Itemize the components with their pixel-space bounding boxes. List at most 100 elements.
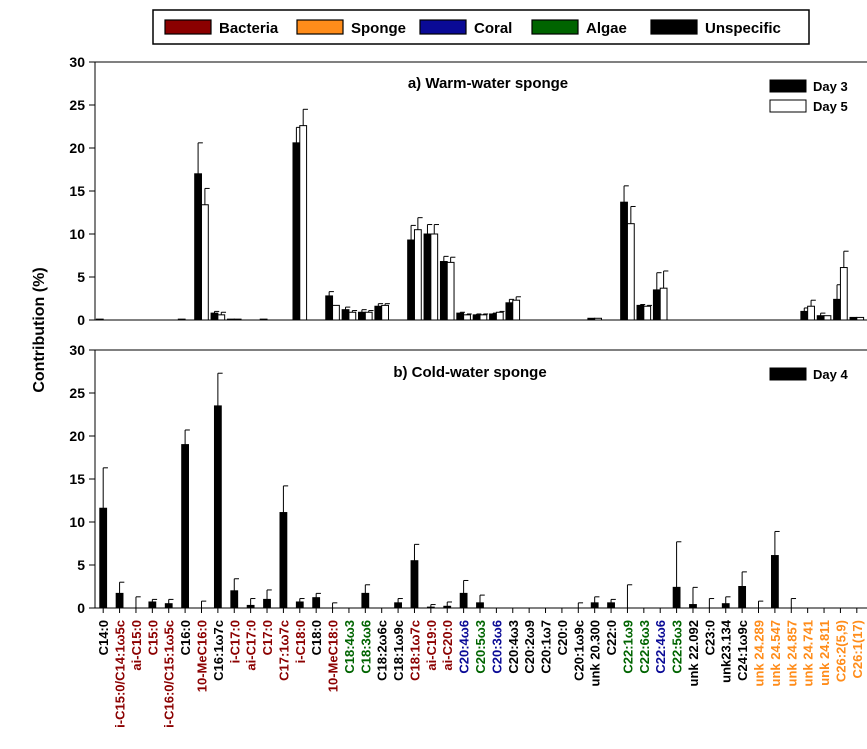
bar: [259, 318, 268, 321]
series-legend-swatch: [769, 79, 807, 93]
bar: [476, 602, 484, 609]
bar: [361, 592, 370, 609]
bar: [512, 299, 521, 321]
legend-swatch: [164, 19, 212, 35]
bar: [833, 298, 841, 321]
legend-label: Unspecific: [705, 20, 781, 37]
bar: [459, 592, 468, 609]
legend-swatch: [531, 19, 579, 35]
x-tick-label: C22:0: [604, 620, 619, 655]
y-tick-label: 20: [69, 140, 85, 156]
x-tick-label: C26:2(5,9): [833, 620, 848, 682]
bar: [181, 444, 190, 609]
x-tick-label: ai-C20:0: [440, 620, 455, 671]
plot-frame: [94, 349, 867, 609]
bar: [495, 311, 504, 321]
group-legend: Bacteria Sponge Coral Algae Unspecific: [152, 9, 810, 45]
bar: [230, 590, 239, 609]
bar: [770, 555, 779, 609]
y-tick-label: 25: [69, 97, 85, 113]
panel-warm-water: a) Warm-water sponge 0 5 10 15 20 25 30 Day 3 Da…: [69, 54, 867, 328]
x-tick-label: C15:0: [145, 620, 160, 655]
x-tick-label: C18:3ω6: [358, 620, 373, 674]
bar: [849, 316, 858, 321]
y-tick-label: 5: [77, 557, 85, 573]
x-tick-label: C20:2ω9: [522, 620, 537, 674]
x-tick-label: C22:5ω3: [670, 620, 685, 674]
bar: [279, 512, 288, 609]
bar: [213, 405, 222, 609]
bar: [636, 304, 645, 321]
x-tick-label: ai-C17:0: [244, 620, 259, 671]
bar: [295, 601, 304, 609]
legend-label: Bacteria: [219, 20, 279, 37]
bar: [590, 602, 599, 609]
y-tick-label: 15: [69, 471, 85, 487]
legend-box: [152, 9, 810, 45]
bar: [672, 586, 681, 609]
x-tick-label: C22:4ω6: [653, 620, 668, 674]
x-tick-label: C18:4ω3: [342, 620, 357, 674]
x-tick-label: unk 24.741: [801, 620, 816, 687]
series-legend-label: Day 4: [813, 367, 848, 382]
bar: [148, 601, 157, 609]
plot-frame: [94, 61, 867, 321]
bar: [413, 229, 422, 321]
x-tick-label: i-C17:0: [227, 620, 242, 663]
bar: [164, 603, 173, 609]
bar: [194, 173, 202, 321]
bar: [348, 311, 357, 321]
bar: [358, 311, 366, 321]
bar: [332, 304, 340, 321]
x-tick-label: 10-MeC18:0: [326, 620, 341, 692]
bar: [341, 309, 350, 321]
x-tick-label: unk 22.092: [686, 620, 701, 687]
bar: [721, 603, 730, 609]
x-tick-label: i-C15:0/C14:1ω5c: [113, 620, 128, 728]
bar: [472, 314, 481, 321]
x-tick-label: unk 24.547: [768, 620, 783, 687]
x-tick-label: C22:1ω9: [620, 620, 635, 674]
bar: [426, 606, 435, 609]
y-tick-label: 25: [69, 385, 85, 401]
y-tick-label: 0: [77, 600, 85, 616]
bar: [456, 312, 465, 321]
bar: [217, 314, 226, 321]
y-tick-label: 5: [77, 269, 85, 285]
panel-b-title: b) Cold-water sponge: [393, 364, 546, 381]
legend-swatch: [650, 19, 698, 35]
x-tick-label: C18:0: [309, 620, 324, 655]
bar: [659, 287, 668, 321]
series-legend-swatch: [769, 99, 807, 113]
y-tick-label: 0: [77, 312, 85, 328]
bar: [263, 598, 271, 609]
bar: [325, 295, 334, 321]
x-tick-label: C17:1ω7c: [276, 620, 291, 681]
x-tick-label: unk23.134: [719, 619, 734, 683]
y-tick-label: 10: [69, 226, 85, 242]
bar: [446, 261, 455, 321]
bar: [816, 315, 825, 321]
bar: [292, 142, 301, 321]
bar: [594, 317, 602, 321]
bar: [839, 267, 848, 321]
y-tick-label: 20: [69, 428, 85, 444]
bar: [99, 507, 108, 609]
bar: [738, 586, 747, 609]
bar: [823, 315, 832, 321]
x-tick-label: C18:2ω6c: [375, 620, 390, 681]
bar: [364, 311, 373, 321]
x-tick-label: C18:1ω9c: [391, 620, 406, 681]
legend-label: Sponge: [351, 20, 406, 37]
x-tick-label: C20:4ω6: [457, 620, 472, 674]
bar: [407, 239, 415, 321]
bar: [246, 604, 255, 609]
bar: [200, 204, 209, 321]
x-tick-label: C20:4ω3: [506, 620, 521, 674]
bar: [226, 318, 235, 321]
x-tick-label: ai-C19:0: [424, 620, 439, 671]
bar: [374, 305, 383, 321]
x-tick-label: C17:0: [260, 620, 275, 655]
